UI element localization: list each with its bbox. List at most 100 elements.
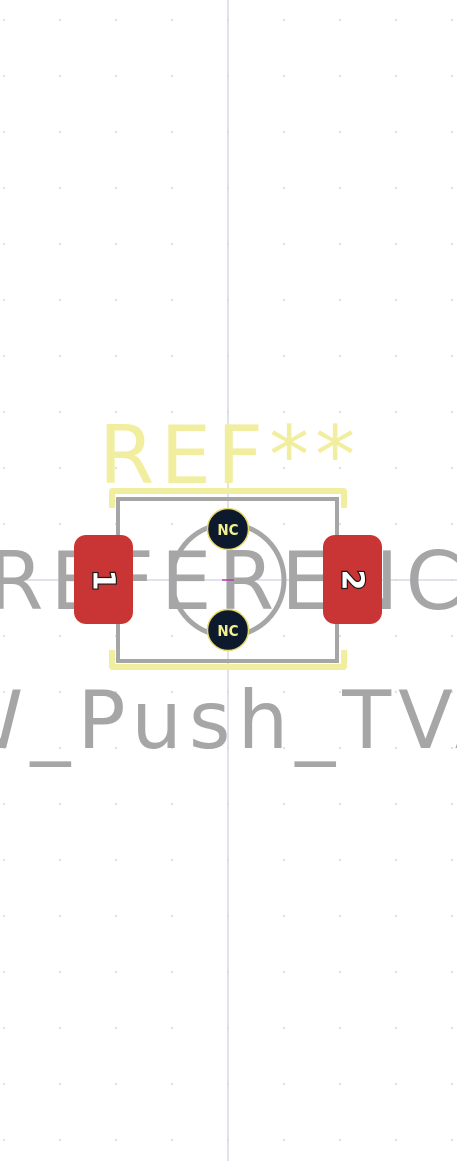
grid-dot bbox=[115, 131, 117, 133]
grid-dot bbox=[171, 355, 173, 357]
grid-dot bbox=[451, 691, 453, 693]
grid-dot bbox=[339, 747, 341, 749]
grid-dot bbox=[283, 859, 285, 861]
grid-dot bbox=[59, 803, 61, 805]
grid-dot bbox=[283, 971, 285, 973]
grid-dot bbox=[283, 523, 285, 525]
grid-dot bbox=[3, 75, 5, 77]
grid-dot bbox=[395, 75, 397, 77]
grid-dot bbox=[3, 411, 5, 413]
grid-dot bbox=[171, 747, 173, 749]
grid-dot bbox=[3, 243, 5, 245]
grid-dot bbox=[339, 1083, 341, 1085]
grid-dot bbox=[3, 19, 5, 21]
grid-dot bbox=[339, 299, 341, 301]
grid-dot bbox=[59, 299, 61, 301]
grid-dot bbox=[115, 803, 117, 805]
grid-dot bbox=[115, 747, 117, 749]
grid-dot bbox=[451, 971, 453, 973]
grid-dot bbox=[115, 467, 117, 469]
grid-dot bbox=[171, 523, 173, 525]
grid-dot bbox=[451, 747, 453, 749]
grid-dot bbox=[3, 187, 5, 189]
grid-dot bbox=[283, 355, 285, 357]
smd-pad-1[interactable]: 1 bbox=[74, 535, 133, 624]
grid-dot bbox=[283, 747, 285, 749]
grid-dot bbox=[339, 691, 341, 693]
nc-pad-top[interactable]: NC bbox=[206, 507, 250, 551]
grid-dot bbox=[339, 803, 341, 805]
grid-dot bbox=[451, 75, 453, 77]
grid-dot bbox=[3, 299, 5, 301]
grid-dot bbox=[171, 1083, 173, 1085]
grid-dot bbox=[283, 187, 285, 189]
grid-dot bbox=[3, 971, 5, 973]
grid-dot bbox=[339, 75, 341, 77]
silkscreen-bracket-top[interactable] bbox=[109, 488, 347, 508]
grid-dot bbox=[59, 635, 61, 637]
grid-dot bbox=[283, 803, 285, 805]
grid-dot bbox=[451, 411, 453, 413]
grid-dot bbox=[171, 467, 173, 469]
grid-dot bbox=[283, 467, 285, 469]
grid-dot bbox=[283, 131, 285, 133]
grid-dot bbox=[115, 75, 117, 77]
grid-dot bbox=[451, 523, 453, 525]
grid-dot bbox=[283, 915, 285, 917]
grid-dot bbox=[283, 1083, 285, 1085]
grid-dot bbox=[171, 635, 173, 637]
grid-dot bbox=[59, 467, 61, 469]
grid-dot bbox=[395, 1027, 397, 1029]
grid-dot bbox=[451, 1083, 453, 1085]
silkscreen-bracket-bottom[interactable] bbox=[109, 650, 347, 670]
grid-dot bbox=[451, 1139, 453, 1141]
smd-pad-2[interactable]: 2 bbox=[323, 535, 382, 624]
nc-pad-bottom-label: NC bbox=[217, 622, 238, 640]
grid-dot bbox=[283, 635, 285, 637]
grid-dot bbox=[171, 299, 173, 301]
grid-dot bbox=[115, 19, 117, 21]
grid-dot bbox=[115, 691, 117, 693]
grid-dot bbox=[59, 355, 61, 357]
grid-dot bbox=[115, 243, 117, 245]
grid-dot bbox=[171, 19, 173, 21]
silkscreen-reference[interactable]: REF** bbox=[99, 409, 361, 502]
grid-dot bbox=[395, 1083, 397, 1085]
grid-dot bbox=[339, 971, 341, 973]
grid-dot bbox=[171, 915, 173, 917]
pad-number-1: 1 bbox=[86, 570, 121, 591]
grid-dot bbox=[3, 467, 5, 469]
grid-dot bbox=[115, 187, 117, 189]
grid-dot bbox=[339, 187, 341, 189]
grid-dot bbox=[283, 243, 285, 245]
fab-value-text[interactable]: SW_Push_TVAF bbox=[0, 674, 457, 767]
grid-dot bbox=[451, 803, 453, 805]
grid-dot bbox=[171, 411, 173, 413]
grid-dot bbox=[3, 131, 5, 133]
nc-pad-bottom[interactable]: NC bbox=[206, 608, 250, 652]
pad-number-2: 2 bbox=[335, 570, 370, 591]
grid-dot bbox=[451, 915, 453, 917]
grid-dot bbox=[339, 859, 341, 861]
grid-dot bbox=[451, 1027, 453, 1029]
grid-dot bbox=[283, 411, 285, 413]
nc-pad-top-label: NC bbox=[217, 521, 238, 539]
grid-dot bbox=[171, 243, 173, 245]
grid-dot bbox=[395, 467, 397, 469]
grid-dot bbox=[3, 1139, 5, 1141]
grid-dot bbox=[451, 355, 453, 357]
grid-dot bbox=[339, 243, 341, 245]
grid-dot bbox=[171, 1027, 173, 1029]
grid-dot bbox=[451, 131, 453, 133]
grid-dot bbox=[395, 523, 397, 525]
grid-dot bbox=[283, 1027, 285, 1029]
grid-dot bbox=[3, 1083, 5, 1085]
grid-dot bbox=[283, 19, 285, 21]
grid-dot bbox=[59, 691, 61, 693]
grid-dot bbox=[59, 411, 61, 413]
grid-dot bbox=[59, 243, 61, 245]
grid-dot bbox=[59, 859, 61, 861]
grid-dot bbox=[339, 131, 341, 133]
grid-dot bbox=[59, 523, 61, 525]
